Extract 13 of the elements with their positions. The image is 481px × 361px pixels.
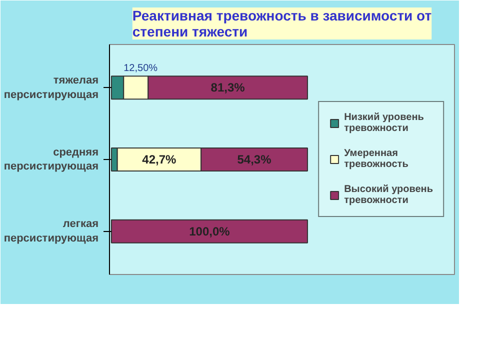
data-label: 42,7% <box>142 152 177 166</box>
data-label: 12,50% <box>124 62 158 74</box>
chart-title: Реактивная тревожность в зависимости от степени тяжести <box>132 8 432 40</box>
bar <box>110 219 308 244</box>
legend-label: Высокий уровень тревожности <box>344 184 433 206</box>
legend-label: Низкий уровень тревожности <box>344 112 424 134</box>
data-label: 54,3% <box>237 152 272 166</box>
y-tick-label: тяжелая персистирующая <box>4 74 99 101</box>
legend-label: Умеренная тревожность <box>344 148 408 170</box>
y-tick-label: легкая персистирующая <box>4 218 99 245</box>
data-label: 100,0% <box>189 224 230 238</box>
y-tick-label: средняя персистирующая <box>4 146 99 173</box>
data-label: 81,3% <box>210 80 246 95</box>
